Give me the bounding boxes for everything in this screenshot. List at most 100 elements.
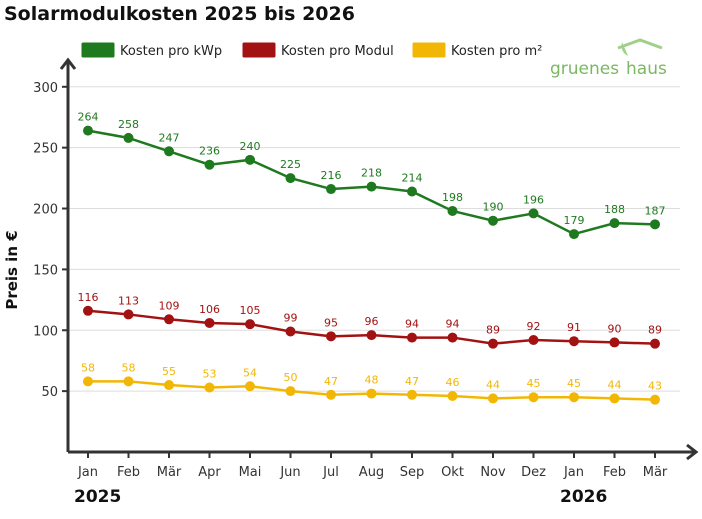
data-point <box>123 309 134 320</box>
data-point <box>285 173 296 184</box>
data-point <box>245 381 255 392</box>
data-label: 225 <box>280 158 301 171</box>
data-point <box>164 380 174 391</box>
data-point <box>164 314 174 325</box>
data-label: 44 <box>486 378 500 391</box>
data-point <box>83 376 93 387</box>
data-label: 179 <box>564 214 585 227</box>
data-label: 190 <box>483 201 504 214</box>
data-label: 58 <box>122 361 136 374</box>
data-point <box>366 330 377 341</box>
y-tick-label: 50 <box>41 385 58 400</box>
data-label: 47 <box>405 375 419 388</box>
y-axis-arrow <box>59 57 77 70</box>
data-label: 53 <box>203 367 217 380</box>
data-label: 94 <box>446 318 460 331</box>
x-tick-label: Feb <box>117 465 140 480</box>
data-label: 240 <box>240 140 261 153</box>
legend-label: Kosten pro Modul <box>281 44 394 59</box>
data-label: 105 <box>240 304 261 317</box>
data-point <box>569 336 579 347</box>
data-label: 89 <box>648 324 662 337</box>
data-point <box>528 335 539 345</box>
legend-swatch <box>412 42 446 58</box>
data-point <box>488 393 498 404</box>
x-tick-label: Feb <box>603 465 626 480</box>
data-label: 48 <box>365 374 379 387</box>
data-point <box>609 337 620 348</box>
data-label: 46 <box>446 376 460 389</box>
data-point <box>569 229 579 240</box>
data-point <box>407 389 417 400</box>
data-label: 58 <box>81 361 95 374</box>
data-label: 196 <box>523 193 544 206</box>
data-point <box>407 332 417 343</box>
year-label: 2026 <box>560 487 607 507</box>
data-point <box>245 154 255 165</box>
data-label: 188 <box>604 203 625 216</box>
brand-text: haus <box>626 59 667 79</box>
data-label: 236 <box>199 145 220 158</box>
data-point <box>528 392 539 403</box>
data-label: 50 <box>284 371 298 384</box>
data-label: 96 <box>365 315 379 328</box>
y-tick-label: 300 <box>33 81 58 96</box>
year-label: 2025 <box>74 487 121 507</box>
data-point <box>366 181 377 192</box>
x-tick-label: Apr <box>198 465 221 480</box>
data-point <box>650 394 660 405</box>
data-point <box>528 208 539 219</box>
data-label: 89 <box>486 324 500 337</box>
y-tick-label: 250 <box>33 142 58 157</box>
data-label: 247 <box>159 131 180 144</box>
data-point <box>245 319 255 330</box>
data-label: 106 <box>199 303 220 316</box>
data-label: 214 <box>402 171 423 184</box>
data-label: 264 <box>78 111 99 124</box>
data-point <box>123 132 134 143</box>
data-point <box>83 125 93 136</box>
y-axis-label: Preis in € <box>3 230 21 309</box>
data-point <box>326 331 336 342</box>
data-point <box>609 218 620 229</box>
data-point <box>488 338 498 349</box>
data-point <box>650 338 660 349</box>
legend-swatch <box>242 42 276 58</box>
y-tick-label: 200 <box>33 203 58 218</box>
data-label: 90 <box>608 322 622 335</box>
data-label: 218 <box>361 167 382 180</box>
data-label: 258 <box>118 118 139 131</box>
x-axis-arrow <box>686 443 699 461</box>
logo-leaf <box>621 42 628 56</box>
data-label: 113 <box>118 294 139 307</box>
data-label: 43 <box>648 380 662 393</box>
data-point <box>204 317 215 328</box>
data-point <box>164 146 174 157</box>
x-tick-label: Jul <box>322 465 339 480</box>
data-point <box>488 215 498 226</box>
x-tick-label: Okt <box>441 465 464 480</box>
data-label: 95 <box>324 316 338 329</box>
data-point <box>123 376 134 387</box>
data-point <box>204 382 215 393</box>
data-point <box>326 389 336 400</box>
data-label: 47 <box>324 375 338 388</box>
data-label: 187 <box>645 204 666 217</box>
data-label: 198 <box>442 191 463 204</box>
data-point <box>366 388 377 399</box>
data-point <box>285 386 296 397</box>
data-point <box>407 186 417 197</box>
data-point <box>83 305 93 316</box>
x-tick-label: Mai <box>239 465 262 480</box>
x-tick-label: Nov <box>480 465 506 480</box>
data-point <box>285 326 296 337</box>
data-point <box>447 391 458 401</box>
data-label: 44 <box>608 378 622 391</box>
legend-label: Kosten pro kWp <box>120 44 222 59</box>
data-point <box>609 393 620 404</box>
legend-swatch <box>81 42 115 58</box>
data-label: 91 <box>567 321 581 334</box>
data-point <box>650 219 660 230</box>
data-label: 55 <box>162 365 176 378</box>
